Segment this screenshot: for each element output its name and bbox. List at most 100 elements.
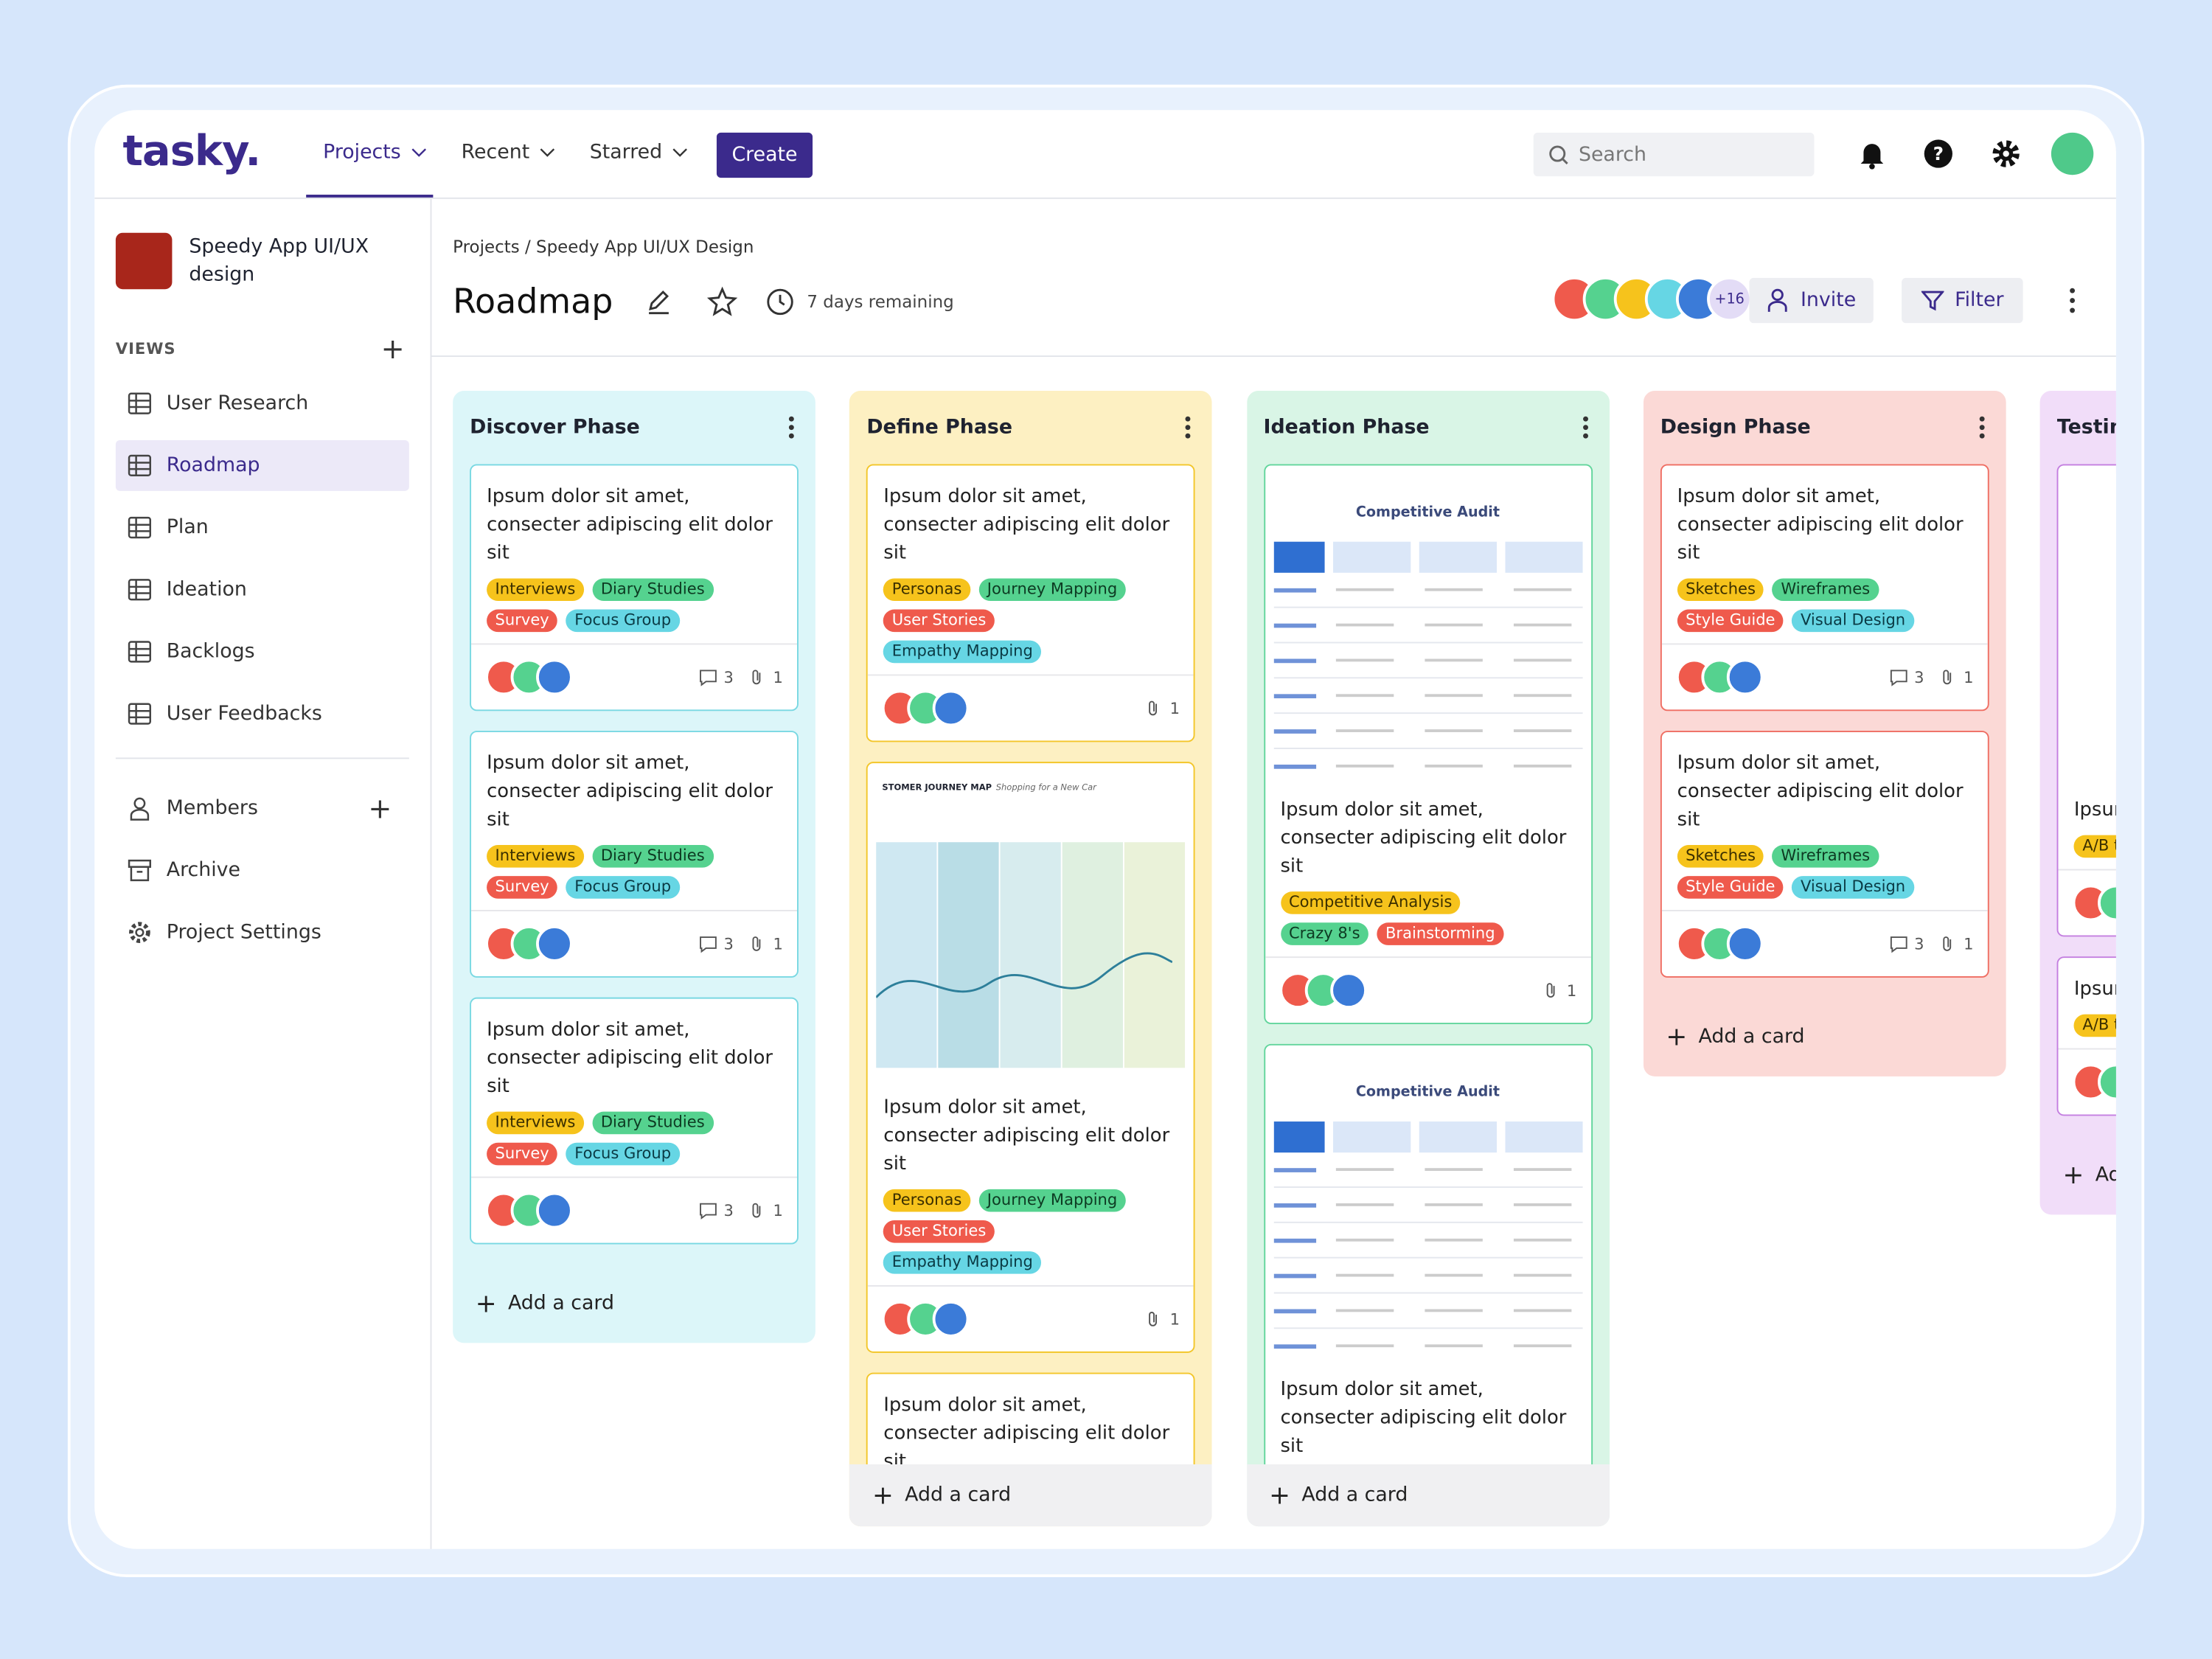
attachment-icon	[752, 936, 761, 951]
card[interactable]: Ipsum adipi A/B tHeur	[2056, 956, 2116, 1116]
tag-list: Interviews Diary Studies Survey Focus Group	[487, 1111, 755, 1166]
comment-count: 3	[723, 1201, 734, 1220]
nav-link[interactable]: Archive	[116, 845, 409, 896]
member-avatars: +16	[1551, 276, 1753, 322]
tag: Empathy Mapping	[883, 1251, 1042, 1274]
filter-icon	[1921, 291, 1944, 311]
card-title: Ipsum dolor sit amet, consecter adipisci…	[1677, 751, 1964, 831]
view-item[interactable]: User Research	[116, 378, 409, 429]
card-image: Competitive Audit	[1273, 1054, 1582, 1350]
filter-label: Filter	[1955, 289, 2004, 312]
card[interactable]: Ipsum adipi A/B tHeur	[2056, 464, 2116, 937]
card[interactable]: Competitive Audit Ipsum dolor sit amet, c…	[1263, 1043, 1593, 1464]
column-menu[interactable]	[1975, 414, 1989, 442]
user-avatar[interactable]	[2051, 132, 2094, 175]
view-label: User Feedbacks	[166, 702, 322, 726]
add-view[interactable]: +	[380, 331, 405, 366]
add-card[interactable]: + Add a card	[849, 1464, 1213, 1527]
card-body: Ipsum dolor sit amet, consecter adipisci…	[868, 1374, 1194, 1464]
breadcrumb-item[interactable]: Speedy App UI/UX Design	[536, 237, 754, 257]
card-body: Ipsum dolor sit amet, consecter adipisci…	[1265, 1358, 1590, 1464]
avatar	[536, 1192, 573, 1229]
notifications-icon[interactable]	[1857, 139, 1888, 170]
create-button[interactable]: Create	[716, 132, 813, 178]
invite-button[interactable]: Invite	[1749, 277, 1874, 324]
more-icon[interactable]	[2062, 285, 2082, 316]
search-placeholder: Search	[1578, 143, 1646, 166]
menu-label: Projects	[323, 141, 401, 164]
image-title: Competitive Audit	[1355, 1085, 1500, 1101]
avatars	[485, 1192, 573, 1229]
card[interactable]: Ipsum dolor sit amet, consecter adipisci…	[1660, 464, 1989, 712]
avatars	[1675, 925, 1764, 962]
view-item[interactable]: Roadmap	[115, 439, 409, 491]
card[interactable]: STOMER JOURNEY MAP Shopping for a New Car…	[866, 762, 1196, 1353]
tag-list: Competitive Analysis Crazy 8's Brainstormi…	[1280, 891, 1548, 945]
card-meta: 1	[1144, 698, 1180, 718]
view-item[interactable]: User Feedbacks	[116, 689, 409, 740]
card-body: Ipsum dolor sit amet, consecter adipisci…	[471, 732, 797, 910]
attachments: 1	[748, 667, 783, 687]
settings-icon[interactable]	[1991, 139, 2022, 170]
card[interactable]: Ipsum dolor sit amet, consecter adipisci…	[1660, 731, 1989, 978]
card-title: Ipsum dolor sit amet, consecter adipisci…	[883, 485, 1170, 565]
cell	[1424, 1168, 1483, 1172]
card[interactable]: Ipsum dolor sit amet, consecter adipisci…	[470, 997, 799, 1245]
cell	[1273, 1237, 1316, 1242]
comment-count: 3	[1914, 667, 1924, 686]
add-card[interactable]: + Add a card	[1246, 1464, 1610, 1527]
card[interactable]: Ipsum dolor sit amet, consecter adipisci…	[866, 1372, 1196, 1464]
column-menu[interactable]	[785, 414, 799, 442]
nav-link[interactable]: Members	[116, 783, 409, 834]
help-icon[interactable]: ?	[1923, 139, 1954, 170]
add-card[interactable]: + Add a card	[1644, 998, 2006, 1077]
tag: Competitive Analysis	[1280, 891, 1461, 914]
card[interactable]: Ipsum dolor sit amet, consecter adipisci…	[470, 464, 799, 712]
card-title: Ipsum dolor sit amet, consecter adipisci…	[1280, 798, 1567, 878]
column-menu[interactable]	[1181, 414, 1195, 442]
view-label: Ideation	[166, 578, 247, 602]
card[interactable]: Ipsum dolor sit amet, consecter adipisci…	[470, 731, 799, 978]
column-menu[interactable]	[1578, 414, 1592, 442]
card-title: Ipsum dolor sit amet, consecter adipisci…	[1677, 485, 1964, 565]
menu-label: Recent	[461, 141, 530, 164]
card-title: Ipsum adipi	[2073, 798, 2116, 821]
view-item[interactable]: Ideation	[116, 564, 409, 615]
chevron-icon	[411, 148, 427, 157]
header-row	[1273, 541, 1582, 573]
logo[interactable]: tasky.	[122, 127, 261, 177]
add-member[interactable]: +	[368, 791, 392, 826]
star-icon[interactable]	[706, 286, 738, 317]
card[interactable]: Ipsum dolor sit amet, consecter adipisci…	[866, 464, 1196, 742]
column-title: Discover Phase	[470, 416, 640, 439]
cell	[1273, 1167, 1316, 1172]
avatar	[1726, 658, 1764, 696]
cell	[1424, 1344, 1483, 1348]
tag: Brainstorming	[1377, 922, 1504, 945]
search-box[interactable]: Search	[1533, 132, 1815, 177]
breadcrumb-item[interactable]: Projects	[453, 237, 520, 257]
filter-button[interactable]: Filter	[1902, 277, 2023, 324]
add-card[interactable]: + Add a card	[453, 1264, 815, 1343]
card-body: Ipsum dolor sit amet, consecter adipisci…	[1265, 779, 1590, 956]
view-item[interactable]: Backlogs	[116, 626, 409, 677]
card-footer: 1	[868, 1284, 1194, 1352]
view-item[interactable]: Plan	[116, 502, 409, 553]
column: Define Phase Ipsum dolor sit amet, consec…	[849, 390, 1213, 1527]
menu-item[interactable]: Projects	[323, 141, 429, 164]
menu-item[interactable]: Starred	[590, 141, 691, 164]
nav-link[interactable]: Project Settings	[116, 907, 409, 958]
add-card[interactable]: + Ad	[2040, 1135, 2116, 1214]
cell	[1424, 658, 1483, 662]
more-members[interactable]: +16	[1707, 276, 1753, 322]
card[interactable]: Competitive Audit Ipsum dolor sit amet, c…	[1263, 464, 1593, 1025]
menu-item[interactable]: Recent	[462, 141, 558, 164]
project-name: Speedy App UI/UX design	[189, 235, 369, 287]
avatars	[1279, 972, 1367, 1009]
edit-icon[interactable]	[644, 288, 672, 316]
